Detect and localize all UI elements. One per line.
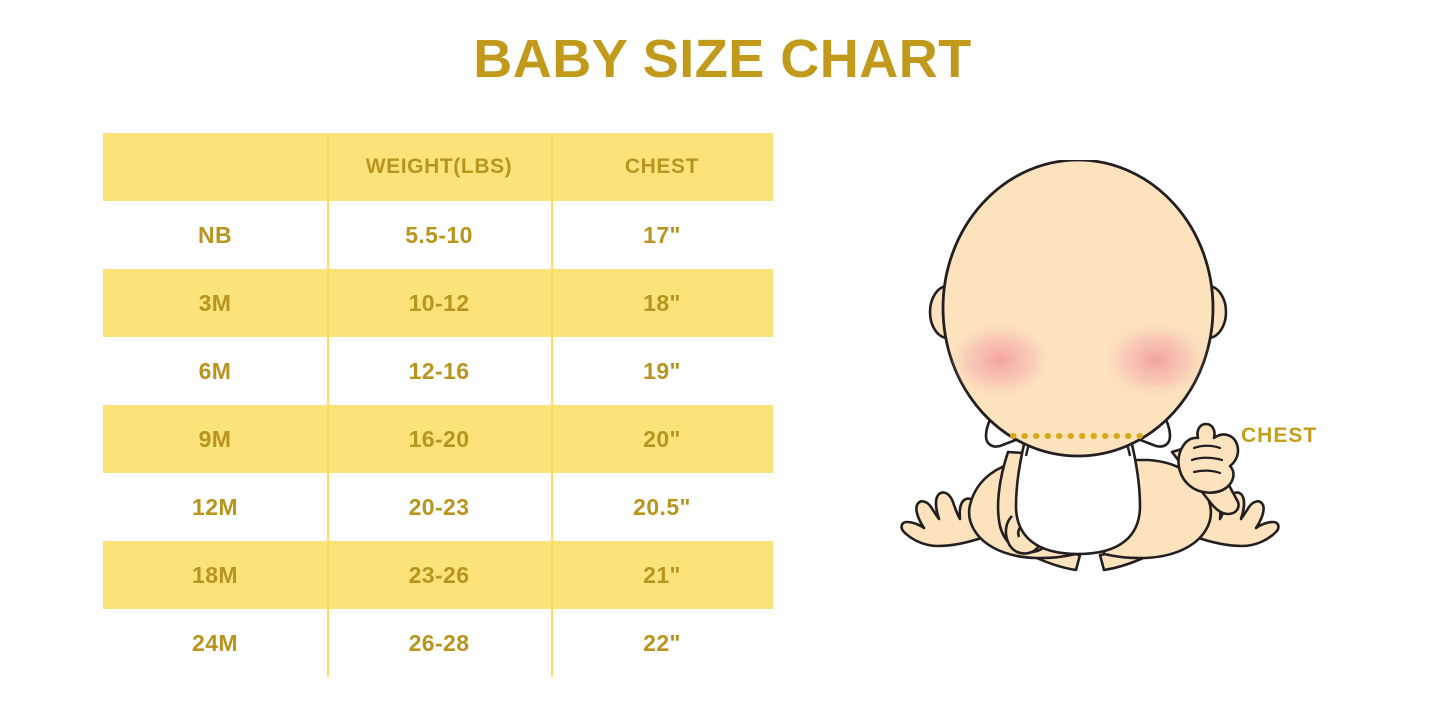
cell-weight: 12-16 bbox=[408, 357, 470, 384]
baby-left-cheek-blush bbox=[944, 318, 1056, 402]
cell-size: 6M bbox=[198, 357, 232, 384]
table-row: 9M 16-20 20" bbox=[103, 405, 773, 473]
baby-right-cheek-blush bbox=[1100, 318, 1212, 402]
cell-size: 18M bbox=[192, 561, 238, 588]
cell-weight: 23-26 bbox=[408, 561, 470, 588]
baby-fist-finger-lines bbox=[1190, 444, 1224, 475]
size-chart-table: WEIGHT(LBS) CHEST NB 5.5-10 17" 3M 10-12… bbox=[103, 133, 773, 677]
table-row: 3M 10-12 18" bbox=[103, 269, 773, 337]
cell-chest: 18" bbox=[643, 289, 681, 316]
cell-chest: 21" bbox=[643, 561, 681, 588]
cell-weight: 16-20 bbox=[408, 425, 470, 452]
cell-chest: 20" bbox=[643, 425, 681, 452]
cell-size: 24M bbox=[192, 629, 238, 656]
header-chest: CHEST bbox=[624, 155, 700, 178]
cell-chest: 20.5" bbox=[633, 493, 691, 520]
cell-size: 9M bbox=[198, 425, 232, 452]
baby-head bbox=[941, 160, 1215, 458]
table-row: 18M 23-26 21" bbox=[103, 541, 773, 609]
column-divider-1 bbox=[327, 133, 329, 677]
header-weight: WEIGHT(LBS) bbox=[365, 155, 513, 178]
column-divider-2 bbox=[551, 133, 553, 677]
table-header-row: WEIGHT(LBS) CHEST bbox=[103, 133, 773, 201]
baby-illustration bbox=[880, 160, 1300, 610]
cell-weight: 26-28 bbox=[408, 629, 470, 656]
cell-size: 12M bbox=[192, 493, 238, 520]
table-row: 6M 12-16 19" bbox=[103, 337, 773, 405]
page-title: BABY SIZE CHART bbox=[473, 29, 972, 89]
cell-chest: 17" bbox=[643, 221, 681, 248]
cell-chest: 19" bbox=[643, 357, 681, 384]
table-row: 24M 26-28 22" bbox=[103, 609, 773, 677]
table-row: 12M 20-23 20.5" bbox=[103, 473, 773, 541]
cell-size: 3M bbox=[198, 289, 232, 316]
table-row: NB 5.5-10 17" bbox=[103, 201, 773, 269]
chest-callout-label: CHEST bbox=[1241, 424, 1318, 447]
cell-chest: 22" bbox=[643, 629, 681, 656]
cell-weight: 5.5-10 bbox=[405, 221, 473, 248]
cell-weight: 20-23 bbox=[408, 493, 470, 520]
cell-size: NB bbox=[197, 221, 233, 248]
cell-weight: 10-12 bbox=[408, 289, 470, 316]
